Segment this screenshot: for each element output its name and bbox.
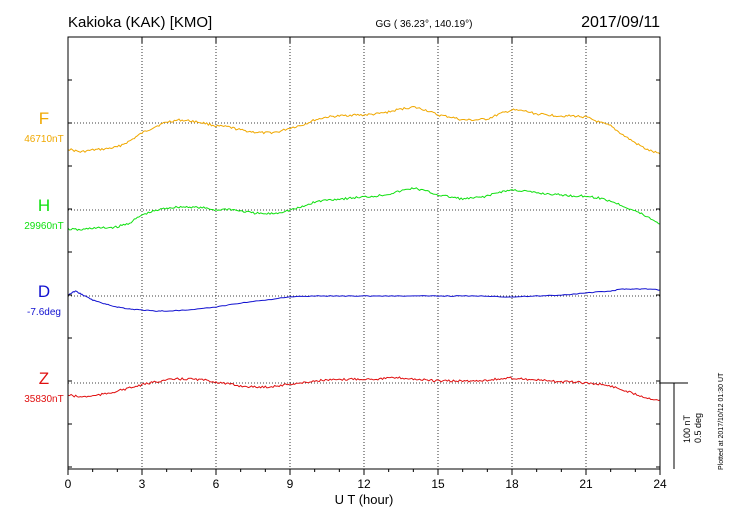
scale-bar-nt-label: 100 nT (682, 414, 692, 443)
grid (141, 37, 587, 469)
station-title: Kakioka (KAK) [KMO] (68, 14, 212, 31)
series-line-h (67, 187, 661, 231)
f-baseline-label: 46710nT (24, 134, 63, 145)
h-component-label: H (38, 196, 50, 215)
x-axis-label: U T (hour) (335, 492, 394, 507)
series-lines (67, 105, 661, 402)
series-line-d (67, 288, 661, 312)
series-line-f (67, 105, 661, 155)
plotted-timestamp: Plotted at 2017/10/12 01:30 UT (718, 372, 725, 470)
f-component-label: F (39, 109, 49, 128)
scale-bar-deg-label: 0.5 deg (693, 413, 703, 443)
scale-bar: 100 nT 0.5 deg (660, 382, 703, 469)
x-tick-label-15: 15 (431, 477, 445, 491)
x-tick-label-21: 21 (579, 477, 593, 491)
z-component-label: Z (39, 369, 49, 388)
d-baseline-label: -7.6deg (27, 307, 61, 318)
x-tick-label-3: 3 (139, 477, 146, 491)
coordinate-label: GG ( 36.23°, 140.19°) (376, 19, 473, 30)
x-ticks: 0 3 6 9 12 15 18 21 24 (65, 37, 667, 491)
x-tick-label-12: 12 (357, 477, 371, 491)
series-line-z (67, 376, 661, 402)
x-tick-label-9: 9 (287, 477, 294, 491)
x-tick-label-24: 24 (653, 477, 667, 491)
h-baseline-label: 29960nT (24, 221, 63, 232)
d-component-label: D (38, 282, 50, 301)
x-tick-label-0: 0 (65, 477, 72, 491)
x-tick-label-18: 18 (505, 477, 519, 491)
x-tick-label-6: 6 (213, 477, 220, 491)
z-baseline-label: 35830nT (24, 394, 63, 405)
date-label: 2017/09/11 (581, 14, 660, 31)
